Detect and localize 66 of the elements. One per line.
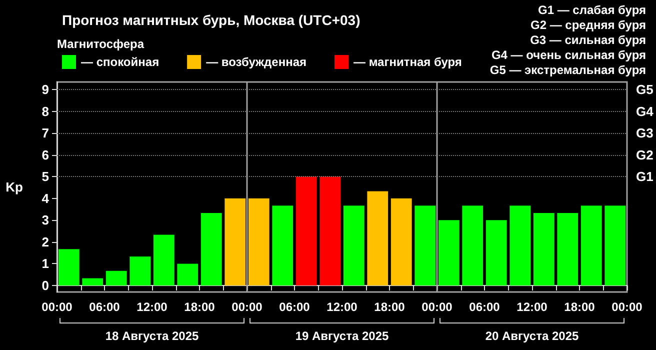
bar [224, 198, 246, 286]
chart-title: Прогноз магнитных бурь, Москва (UTC+03) [62, 12, 360, 28]
bar [320, 176, 341, 286]
ref-line-label: G4 [636, 104, 654, 119]
bar [438, 220, 460, 286]
legend-label: — спокойная [81, 55, 160, 69]
bar [58, 249, 80, 286]
x-tick-label: 12:00 [136, 300, 168, 314]
y-tick-label: 7 [42, 126, 49, 141]
x-tick-label: 06:00 [89, 300, 120, 314]
legend-label: — магнитная буря [354, 55, 462, 69]
text: 19 Августа 2025 [295, 329, 389, 343]
bar [200, 213, 222, 286]
ref-line-label: G5 [636, 82, 654, 98]
text: G5 — экстремальная буря [490, 63, 646, 77]
y-tick-label: 5 [42, 169, 49, 184]
y-tick-label: 3 [42, 212, 49, 228]
x-tick-label: 00:00 [232, 300, 263, 314]
ref-line-label: G3 [636, 126, 654, 141]
bar [510, 206, 531, 286]
x-tick-label: 12:00 [516, 300, 548, 314]
bar [486, 220, 507, 286]
bar [604, 206, 626, 286]
text: G1 — слабая буря [538, 3, 646, 17]
bar [343, 206, 364, 286]
x-tick-label: 06:00 [469, 300, 500, 314]
y-tick-label: 0 [42, 278, 49, 293]
y-tick-label: 9 [42, 82, 49, 98]
ref-line-label: G1 [636, 169, 654, 184]
legend-title: Магнитосфера [57, 37, 144, 51]
x-tick-label: 18:00 [564, 300, 596, 314]
text: 20 Августа 2025 [485, 329, 579, 343]
bar [533, 213, 554, 286]
bar [248, 198, 270, 286]
y-tick-label: 8 [42, 104, 49, 119]
bar [153, 234, 174, 286]
x-tick-label: 00:00 [422, 300, 453, 314]
bar [390, 198, 412, 286]
bar [580, 206, 602, 286]
y-tick-label: 4 [42, 190, 50, 206]
x-tick-label: 12:00 [326, 300, 358, 314]
text: G2 — средняя буря [530, 18, 646, 32]
legend-label: — возбужденная [206, 55, 306, 69]
x-tick-label: 06:00 [279, 300, 310, 314]
text: G3 — сильная буря [530, 33, 646, 47]
x-tick-label: 18:00 [184, 300, 216, 314]
bar [414, 206, 436, 286]
bar [296, 176, 317, 286]
bar [367, 191, 388, 286]
bar [130, 256, 151, 286]
bar [272, 206, 294, 286]
ref-line-label: G2 [636, 147, 654, 162]
y-axis-title: Kp [6, 180, 24, 194]
y-tick-label: 2 [42, 234, 49, 250]
bar [462, 206, 484, 286]
bar [557, 213, 578, 286]
text: 18 Августа 2025 [105, 329, 199, 343]
bar [177, 264, 198, 286]
bar [82, 278, 104, 286]
bar [106, 270, 127, 286]
x-tick-label: 00:00 [42, 300, 73, 314]
x-tick-label: 00:00 [612, 300, 643, 314]
x-tick-label: 18:00 [374, 300, 406, 314]
text: G4 — очень сильная буря [491, 48, 646, 62]
y-tick-label: 6 [42, 147, 49, 162]
y-tick-label: 1 [42, 256, 49, 272]
